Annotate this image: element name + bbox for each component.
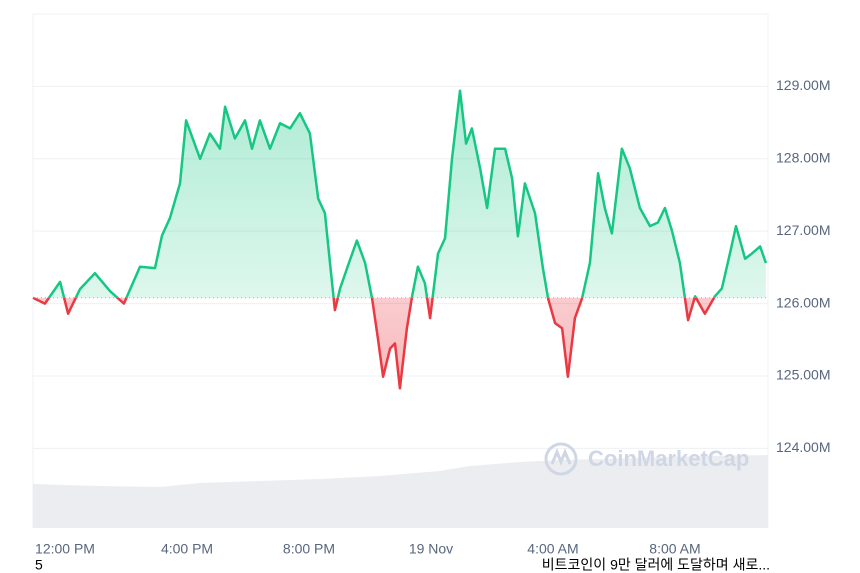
x-tick-label: 8:00 AM	[649, 541, 700, 557]
area-down	[33, 297, 766, 389]
watermark-text: CoinMarketCap	[588, 446, 749, 471]
price-line-up	[33, 89, 768, 298]
x-tick-label: 8:00 PM	[283, 541, 335, 557]
x-tick-label: 19 Nov	[409, 541, 453, 557]
x-tick-label: 12:00 PM	[35, 541, 95, 557]
y-tick-label: 127.00M	[776, 222, 830, 238]
x-tick-label: 4:00 AM	[527, 541, 578, 557]
watermark: CoinMarketCap	[544, 442, 749, 476]
x-tick-label: 4:00 PM	[161, 541, 213, 557]
y-tick-label: 128.00M	[776, 149, 830, 165]
y-tick-label: 126.00M	[776, 294, 830, 310]
caption: 비트코인이 9만 달러에 도달하며 새로...	[542, 557, 770, 573]
y-tick-label: 129.00M	[776, 77, 830, 93]
volume-area	[33, 455, 768, 528]
area-up	[48, 90, 766, 298]
page-number: 5	[35, 557, 43, 573]
y-tick-label: 125.00M	[776, 367, 830, 383]
y-tick-label: 124.00M	[776, 439, 830, 455]
